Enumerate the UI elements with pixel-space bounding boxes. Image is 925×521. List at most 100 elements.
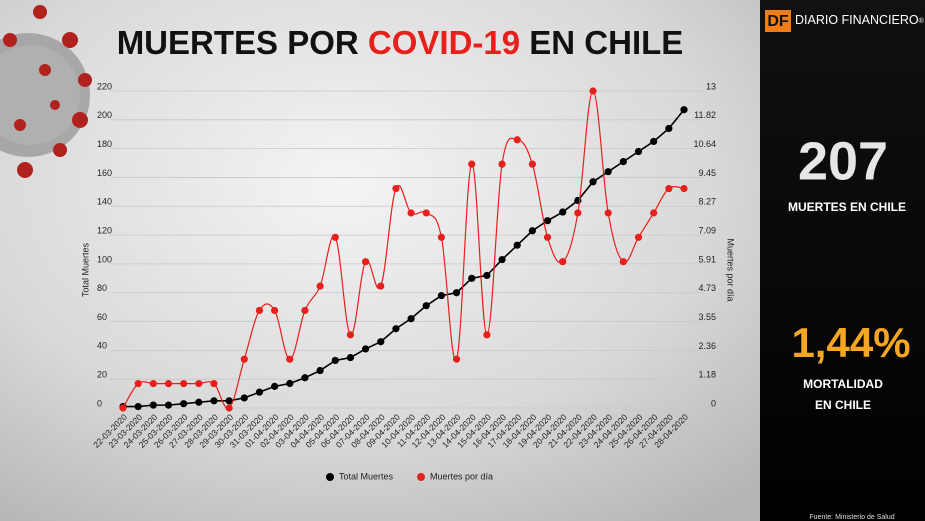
y-tick-label: 80 <box>97 283 107 293</box>
data-point <box>574 209 582 217</box>
data-point <box>225 397 233 405</box>
logo-mark: DF <box>767 13 789 30</box>
data-point <box>528 227 536 235</box>
data-point <box>543 233 552 241</box>
source: Fuente: Ministerio de Salud <box>809 514 894 521</box>
data-point <box>331 356 339 365</box>
data-point <box>619 258 627 266</box>
y2-tick-label: 1.18 <box>698 370 716 380</box>
data-point <box>164 401 173 409</box>
y-tick-label: 160 <box>97 168 112 178</box>
data-point <box>255 306 264 315</box>
y-axis-label: Total Muertes <box>80 242 90 297</box>
y2-tick-label: 11.82 <box>694 110 716 120</box>
data-point <box>316 282 324 290</box>
data-point <box>149 380 157 388</box>
data-point <box>589 178 597 186</box>
mortality-label: EN CHILE <box>815 398 871 412</box>
data-point <box>271 382 279 390</box>
y-tick-label: 220 <box>97 81 112 91</box>
data-point <box>559 208 567 216</box>
data-point <box>680 184 688 193</box>
legend-label: Total Muertes <box>339 471 394 481</box>
data-point <box>164 380 173 388</box>
data-point <box>195 398 203 406</box>
data-point <box>513 241 521 249</box>
y2-tick-label: 3.55 <box>698 312 716 322</box>
legend-marker <box>326 473 334 481</box>
data-point <box>634 147 643 156</box>
data-point <box>665 124 673 133</box>
data-point <box>210 397 218 405</box>
data-point <box>225 404 233 412</box>
data-point <box>680 106 688 114</box>
sidebar <box>760 0 925 521</box>
data-point <box>650 137 658 146</box>
logo-box <box>765 10 791 32</box>
background <box>0 0 760 521</box>
data-point <box>377 338 385 346</box>
y-tick-label: 180 <box>97 139 112 149</box>
legend-marker <box>417 473 426 481</box>
data-point <box>543 217 552 225</box>
data-point <box>119 404 127 412</box>
data-point <box>528 160 536 168</box>
data-point <box>149 401 157 409</box>
data-point <box>286 355 294 363</box>
y-tick-label: 100 <box>97 254 112 264</box>
y2-tick-label: 2.36 <box>698 341 716 351</box>
data-point <box>271 306 279 315</box>
data-point <box>468 160 476 168</box>
data-point <box>301 306 309 315</box>
y2-tick-label: 0 <box>711 398 716 408</box>
data-point <box>134 402 142 411</box>
data-point <box>331 233 339 241</box>
data-point <box>392 184 400 193</box>
logo-text: DIARIO FINANCIERO® <box>795 13 925 27</box>
data-point <box>180 400 188 408</box>
data-point <box>559 258 567 266</box>
data-point <box>392 325 400 333</box>
data-point <box>361 345 370 353</box>
virus-decoration <box>0 5 92 178</box>
data-point <box>346 331 355 339</box>
data-point <box>604 209 612 217</box>
y2-tick-label: 4.73 <box>698 283 716 293</box>
data-point <box>255 388 264 396</box>
y-tick-label: 120 <box>97 225 112 235</box>
data-point <box>134 380 142 388</box>
data-point <box>498 160 506 168</box>
data-point <box>361 258 370 266</box>
data-point <box>286 379 294 388</box>
deaths-label: MUERTES EN CHILE <box>788 200 906 214</box>
data-point <box>468 274 476 282</box>
y2-tick-label: 10.64 <box>693 139 716 149</box>
data-point <box>437 233 446 241</box>
y2-tick-label: 9.45 <box>698 168 716 178</box>
y-tick-label: 40 <box>97 341 107 351</box>
data-point <box>452 289 461 297</box>
y-tick-label: 140 <box>97 197 112 207</box>
y2-tick-label: 5.91 <box>698 254 716 264</box>
data-point <box>619 158 627 166</box>
data-point <box>589 87 597 95</box>
data-point <box>634 233 643 241</box>
legend-label: Muertes por día <box>430 471 493 481</box>
data-point <box>346 353 355 362</box>
data-point <box>407 315 415 323</box>
chart-title: MUERTES POR COVID-19 EN CHILE <box>117 24 684 61</box>
data-point <box>240 394 248 402</box>
y-tick-label: 0 <box>97 398 102 408</box>
data-point <box>422 209 430 217</box>
y-tick-label: 20 <box>97 370 107 380</box>
mortality-label: MORTALIDAD <box>803 377 883 391</box>
data-point <box>513 136 521 144</box>
data-point <box>377 282 385 290</box>
y2-tick-label: 13 <box>706 81 716 91</box>
data-point <box>301 374 309 382</box>
data-point <box>195 380 203 388</box>
deaths-value: 207 <box>798 131 888 191</box>
y-tick-label: 60 <box>97 312 107 322</box>
data-point <box>210 380 218 388</box>
